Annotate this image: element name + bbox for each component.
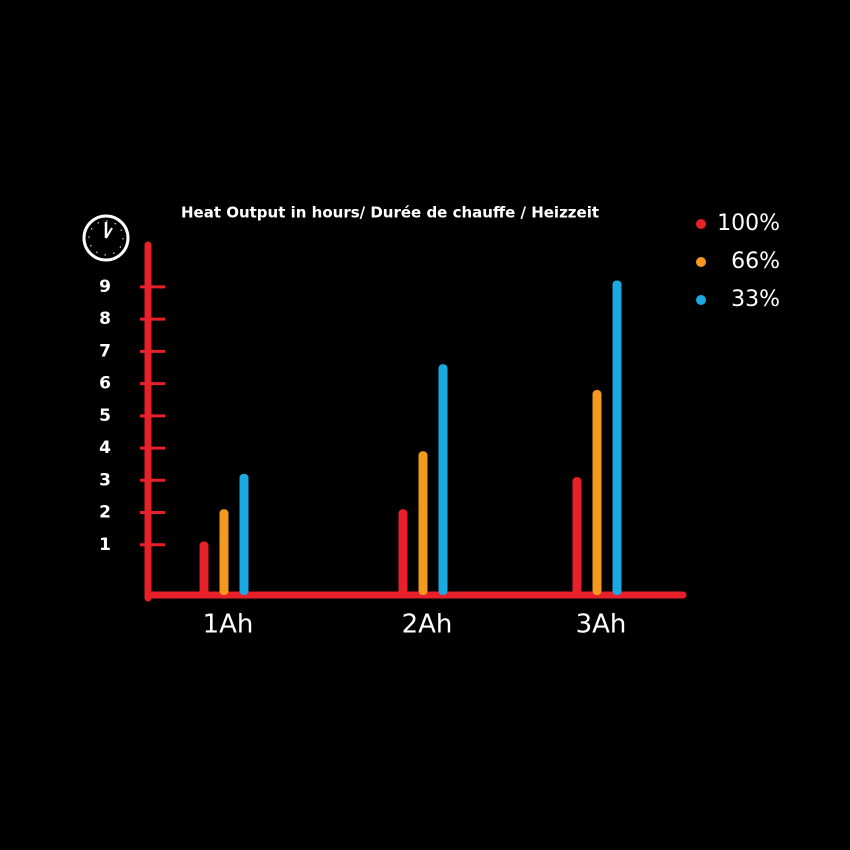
- bar: [219, 509, 229, 595]
- bar: [612, 280, 622, 595]
- legend-marker: [696, 257, 706, 267]
- y-tick-label: 8: [99, 309, 111, 329]
- bar: [398, 509, 408, 595]
- bar: [199, 541, 209, 595]
- legend-label: 66%: [731, 249, 780, 274]
- x-tick-label: 1Ah: [203, 610, 254, 640]
- bar: [572, 477, 582, 595]
- x-tick-label: 2Ah: [402, 610, 453, 640]
- y-tick-label: 2: [99, 503, 111, 523]
- chart-title: Heat Output in hours/ Durée de chauffe /…: [181, 204, 599, 222]
- legend-marker: [696, 295, 706, 305]
- y-tick-label: 7: [99, 341, 111, 361]
- bar: [438, 364, 448, 595]
- legend-label: 100%: [717, 211, 780, 236]
- y-tick-label: 9: [99, 277, 111, 297]
- y-tick-label: 3: [99, 470, 111, 490]
- bar: [239, 473, 249, 595]
- clock-icon: [82, 214, 130, 262]
- y-tick-label: 1: [99, 535, 111, 555]
- y-tick-label: 5: [99, 406, 111, 426]
- bar: [418, 451, 428, 595]
- legend-marker: [696, 219, 706, 229]
- bar: [592, 390, 602, 595]
- x-tick-label: 3Ah: [576, 610, 627, 640]
- legend-label: 33%: [731, 287, 780, 312]
- y-tick-label: 6: [99, 374, 111, 394]
- y-tick-label: 4: [99, 438, 111, 458]
